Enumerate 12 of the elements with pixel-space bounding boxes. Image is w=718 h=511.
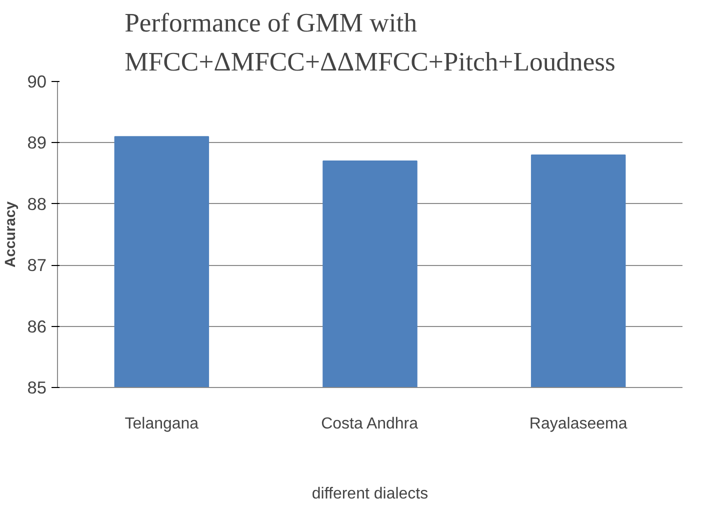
y-tick-label: 89 — [27, 132, 47, 153]
x-axis-title: different dialects — [312, 486, 428, 502]
x-tick-label: Rayalaseema — [529, 416, 628, 432]
y-tick-label: 86 — [27, 316, 47, 336]
y-axis-title: Accuracy — [3, 200, 20, 268]
x-tick-label: Costa Andhra — [321, 416, 418, 432]
x-tick-label: Telangana — [124, 416, 199, 432]
y-tick-label: 88 — [27, 194, 47, 214]
y-tick-label: 87 — [27, 255, 47, 276]
chart-title: Performance of GMM with MFCC+ΔMFCC+ΔΔMFCC+Pitch+Loudness — [124, 8, 616, 76]
y-tick-label: 85 — [27, 378, 47, 398]
y-tick-label: 90 — [27, 72, 47, 92]
